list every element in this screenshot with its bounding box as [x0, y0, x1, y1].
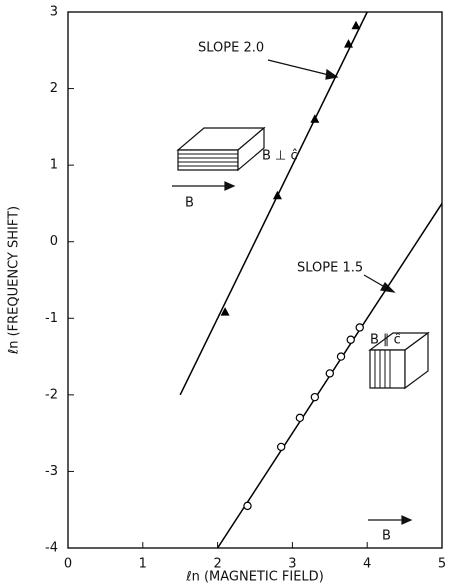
circle-point — [355, 323, 364, 332]
triangle-point — [310, 114, 320, 123]
circle-point — [336, 352, 346, 361]
circle-point — [243, 501, 252, 511]
circle-point — [346, 335, 355, 344]
annotation: B ∥ ĉ — [370, 333, 401, 348]
y-axis-title: ℓn (FREQUENCY SHIFT) — [7, 206, 22, 355]
x-tick-label: 3 — [288, 557, 296, 572]
plate-stack-illustration — [176, 126, 266, 172]
triangle-point — [344, 39, 353, 48]
y-tick-label: -1 — [45, 311, 58, 326]
annotation: B — [185, 196, 194, 211]
triangle-point — [220, 307, 230, 316]
x-tick-label: 2 — [213, 557, 221, 572]
x-tick-label: 5 — [438, 557, 446, 572]
triangle-point — [351, 20, 361, 30]
circle-point — [276, 442, 286, 452]
y-tick-label: 1 — [50, 158, 58, 173]
circle-point — [295, 413, 305, 423]
y-tick-label: -4 — [45, 541, 58, 556]
annotation: B ⊥ ĉ — [262, 149, 298, 164]
fit-line — [179, 11, 368, 396]
y-tick-label: -3 — [45, 464, 58, 479]
triangle-point — [272, 190, 282, 200]
x-tick-label: 4 — [363, 557, 371, 572]
annotation: SLOPE 2.0 — [198, 41, 264, 56]
annotation: B — [382, 529, 391, 544]
y-tick-label: -2 — [45, 387, 58, 402]
plot-frame — [67, 11, 443, 549]
x-tick-label: 0 — [64, 557, 72, 572]
x-axis-title: ℓn (MAGNETIC FIELD) — [185, 570, 324, 585]
y-tick-label: 0 — [50, 234, 58, 249]
annotation: SLOPE 1.5 — [297, 261, 363, 276]
circle-point — [325, 369, 334, 378]
y-tick-label: 3 — [50, 5, 58, 20]
circle-point — [310, 392, 320, 402]
y-tick-label: 2 — [50, 81, 58, 96]
x-tick-label: 1 — [139, 557, 147, 572]
plate-stack-illustration — [368, 331, 430, 390]
